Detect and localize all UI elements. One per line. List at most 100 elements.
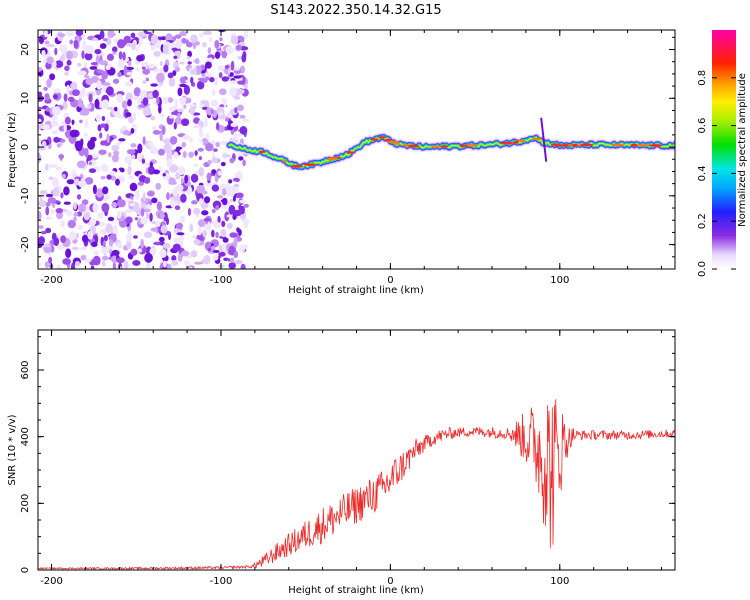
noise-blob	[230, 35, 239, 45]
spectrogram-xtick-label: 0	[387, 275, 393, 286]
noise-blob	[77, 180, 87, 188]
noise-blob	[60, 235, 67, 244]
noise-blob	[100, 175, 106, 180]
noise-blob	[101, 71, 109, 80]
noise-blob	[212, 249, 221, 253]
noise-blob	[56, 264, 62, 269]
noise-blob	[60, 138, 66, 143]
signal-peak	[393, 142, 400, 146]
noise-blob	[230, 122, 238, 128]
noise-blob	[90, 265, 95, 269]
noise-blob	[188, 266, 193, 269]
noise-blob	[55, 166, 62, 171]
noise-blob	[172, 187, 179, 197]
noise-blob	[211, 208, 216, 214]
noise-blob	[144, 252, 153, 263]
noise-blob	[125, 208, 131, 213]
noise-blob	[156, 201, 163, 211]
noise-blob	[45, 227, 52, 234]
noise-blob	[46, 43, 55, 48]
noise-blob	[202, 30, 212, 36]
noise-blob	[126, 232, 133, 242]
noise-blob	[110, 175, 117, 181]
noise-blob	[75, 232, 80, 239]
noise-blob	[239, 114, 246, 119]
noise-blob	[66, 84, 71, 93]
noise-blob	[92, 202, 99, 213]
noise-blob	[175, 39, 182, 50]
snr-xlabel: Height of straight line (km)	[288, 585, 424, 596]
noise-blob	[166, 192, 170, 201]
noise-blob	[179, 76, 187, 84]
noise-blob	[107, 216, 115, 222]
noise-blob	[235, 88, 245, 95]
noise-blob	[157, 148, 165, 156]
noise-blob	[112, 224, 118, 235]
noise-blob	[162, 173, 166, 177]
noise-blob	[100, 163, 109, 172]
signal-peak	[532, 137, 542, 141]
noise-blob	[117, 59, 125, 68]
noise-blob	[146, 191, 154, 197]
noise-blob	[68, 96, 75, 103]
noise-blob	[193, 66, 198, 75]
noise-blob	[73, 216, 77, 222]
noise-blob	[145, 111, 152, 116]
noise-blob	[106, 53, 114, 61]
noise-blob	[189, 223, 194, 233]
noise-blob	[133, 87, 141, 97]
noise-blob	[99, 60, 108, 66]
noise-blob	[108, 239, 114, 247]
noise-blob	[192, 124, 201, 129]
spectrogram-xtick-label: 100	[550, 275, 569, 286]
signal-peak	[282, 159, 287, 163]
noise-blob	[243, 220, 249, 229]
snr-background	[38, 330, 675, 570]
noise-blob	[221, 204, 228, 209]
noise-blob	[128, 202, 136, 207]
noise-blob	[38, 66, 43, 72]
noise-blob	[152, 125, 156, 131]
noise-blob	[149, 161, 154, 168]
noise-blob	[193, 207, 201, 215]
noise-blob	[232, 177, 240, 182]
noise-blob	[207, 247, 212, 252]
noise-blob	[194, 261, 203, 265]
noise-blob	[184, 174, 188, 184]
noise-blob	[187, 50, 193, 58]
noise-blob	[54, 47, 58, 56]
noise-blob	[237, 80, 246, 85]
signal-peak	[648, 144, 663, 147]
noise-blob	[75, 30, 84, 37]
noise-blob	[177, 108, 184, 113]
noise-blob	[76, 194, 82, 200]
noise-blob	[163, 260, 167, 268]
noise-blob	[137, 143, 143, 154]
noise-blob	[189, 106, 195, 116]
noise-blob	[122, 51, 126, 61]
noise-blob	[177, 113, 181, 118]
noise-blob	[165, 217, 170, 226]
noise-blob	[209, 77, 215, 83]
spectrogram-xtick-label: -200	[40, 275, 63, 286]
noise-blob	[190, 34, 198, 43]
noise-blob	[221, 188, 227, 196]
noise-blob	[193, 163, 199, 167]
colorbar-tick-label: 0.4	[697, 165, 708, 181]
noise-blob	[50, 120, 59, 127]
noise-blob	[61, 173, 67, 179]
noise-blob	[229, 157, 235, 164]
noise-blob	[96, 80, 102, 90]
noise-blob	[91, 241, 98, 248]
noise-blob	[221, 76, 229, 82]
noise-blob	[59, 153, 63, 161]
noise-blob	[243, 30, 249, 40]
noise-blob	[212, 200, 222, 210]
noise-blob	[43, 244, 51, 248]
noise-blob	[100, 140, 106, 146]
noise-blob	[188, 151, 194, 158]
noise-blob	[174, 200, 179, 205]
noise-blob	[50, 209, 55, 215]
signal-peak	[408, 144, 420, 148]
noise-blob	[169, 135, 178, 145]
